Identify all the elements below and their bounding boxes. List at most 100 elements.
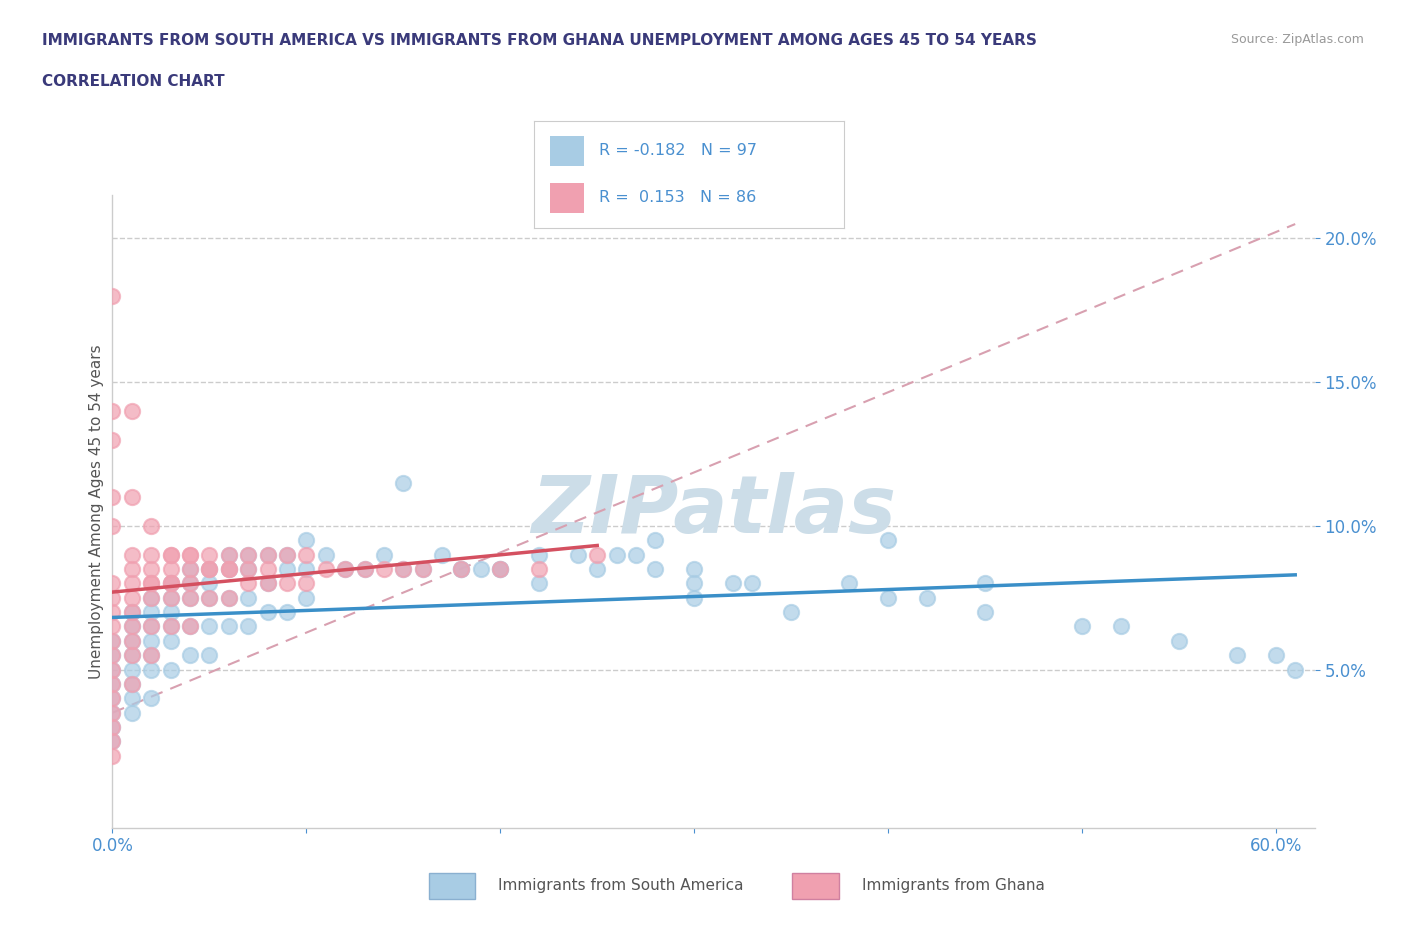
Point	[218, 562, 240, 577]
Point	[141, 619, 163, 634]
Point	[101, 432, 124, 447]
Point	[489, 562, 512, 577]
Point	[527, 547, 550, 562]
Point	[159, 576, 181, 591]
Point	[238, 576, 260, 591]
Point	[101, 490, 124, 505]
Point	[1167, 633, 1189, 648]
Point	[101, 288, 124, 303]
Point	[295, 547, 318, 562]
Point	[121, 691, 143, 706]
Bar	[793, 873, 838, 898]
Point	[470, 562, 492, 577]
Point	[121, 604, 143, 619]
Point	[141, 633, 163, 648]
Point	[256, 547, 278, 562]
Point	[238, 562, 260, 577]
Point	[101, 648, 124, 663]
Point	[238, 619, 260, 634]
Point	[141, 662, 163, 677]
Bar	[429, 873, 475, 898]
Point	[159, 591, 181, 605]
Point	[256, 547, 278, 562]
Point	[353, 562, 375, 577]
Bar	[550, 183, 583, 213]
Text: Immigrants from Ghana: Immigrants from Ghana	[862, 878, 1045, 894]
Point	[1071, 619, 1094, 634]
Point	[218, 591, 240, 605]
Point	[141, 604, 163, 619]
Y-axis label: Unemployment Among Ages 45 to 54 years: Unemployment Among Ages 45 to 54 years	[89, 344, 104, 679]
Point	[121, 676, 143, 691]
Point	[256, 604, 278, 619]
Bar	[550, 136, 583, 166]
Point	[450, 562, 472, 577]
Point	[276, 562, 298, 577]
Point	[159, 591, 181, 605]
Point	[101, 633, 124, 648]
Point	[198, 591, 221, 605]
Text: R =  0.153   N = 86: R = 0.153 N = 86	[599, 191, 756, 206]
Point	[198, 648, 221, 663]
Point	[101, 633, 124, 648]
Point	[974, 576, 997, 591]
Point	[218, 562, 240, 577]
Point	[238, 562, 260, 577]
Point	[101, 576, 124, 591]
Point	[238, 547, 260, 562]
Point	[198, 547, 221, 562]
Point	[121, 562, 143, 577]
Point	[527, 576, 550, 591]
Point	[1264, 648, 1286, 663]
Point	[179, 576, 201, 591]
Point	[392, 475, 415, 490]
Point	[101, 676, 124, 691]
Point	[353, 562, 375, 577]
Point	[218, 547, 240, 562]
Point	[256, 562, 278, 577]
Point	[392, 562, 415, 577]
Point	[141, 562, 163, 577]
Point	[683, 576, 706, 591]
Point	[101, 518, 124, 533]
Point	[373, 562, 395, 577]
Point	[295, 591, 318, 605]
Point	[721, 576, 744, 591]
Point	[624, 547, 647, 562]
Point	[586, 562, 609, 577]
Point	[877, 591, 900, 605]
Point	[877, 533, 900, 548]
Point	[121, 676, 143, 691]
Point	[101, 749, 124, 764]
Point	[1226, 648, 1249, 663]
Point	[780, 604, 803, 619]
Point	[121, 648, 143, 663]
Point	[101, 734, 124, 749]
Point	[101, 691, 124, 706]
Point	[179, 562, 201, 577]
Point	[238, 591, 260, 605]
Point	[974, 604, 997, 619]
Point	[141, 619, 163, 634]
Point	[741, 576, 763, 591]
Point	[179, 576, 201, 591]
Point	[101, 720, 124, 735]
Point	[159, 576, 181, 591]
Point	[101, 676, 124, 691]
Point	[159, 576, 181, 591]
Point	[179, 648, 201, 663]
Point	[333, 562, 356, 577]
Point	[295, 533, 318, 548]
Point	[683, 562, 706, 577]
Point	[198, 562, 221, 577]
Point	[198, 562, 221, 577]
Point	[141, 591, 163, 605]
Point	[333, 562, 356, 577]
Point	[121, 604, 143, 619]
Point	[450, 562, 472, 577]
Text: ZIPatlas: ZIPatlas	[531, 472, 896, 551]
Point	[101, 662, 124, 677]
Point	[450, 562, 472, 577]
Point	[121, 404, 143, 418]
Point	[101, 619, 124, 634]
